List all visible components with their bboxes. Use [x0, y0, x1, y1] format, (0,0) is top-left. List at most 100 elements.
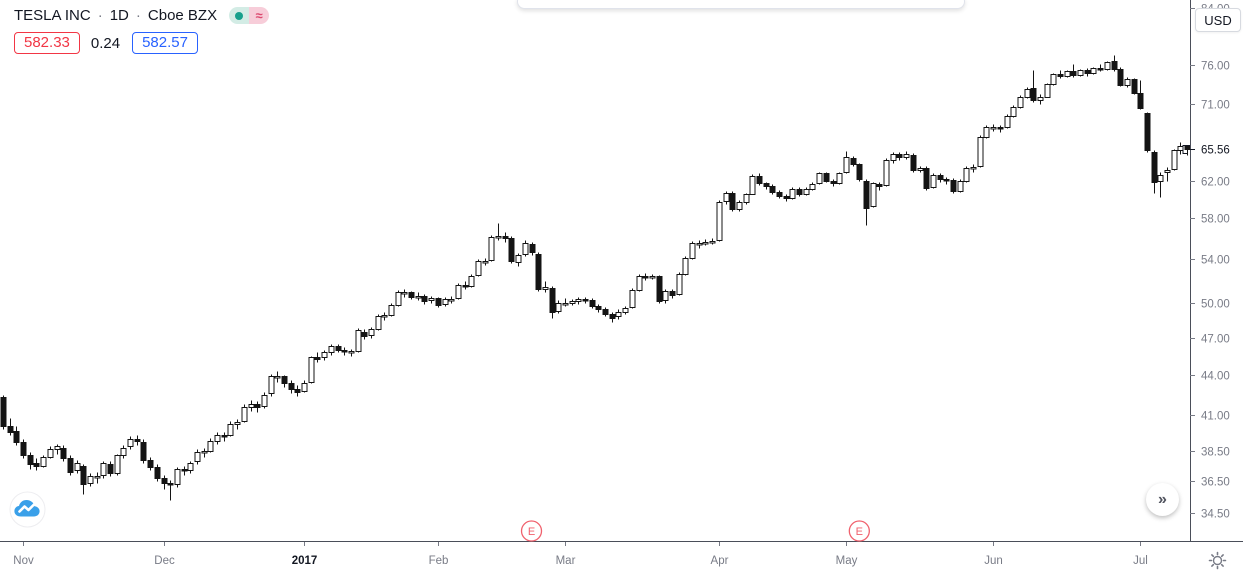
candle-body	[33, 463, 40, 467]
earnings-circle-icon[interactable]	[848, 520, 870, 542]
candle-body	[776, 192, 783, 197]
candle-body	[990, 127, 997, 130]
candle-body	[997, 127, 1004, 130]
candle-body	[796, 189, 803, 195]
candle-body	[502, 236, 509, 239]
last-price-label: 65.56	[1201, 145, 1230, 157]
candle-body	[1157, 175, 1164, 182]
candle-body	[181, 469, 188, 472]
candle-body	[1097, 68, 1104, 71]
price-tick-label: 58.00	[1201, 214, 1230, 226]
candle-body	[769, 186, 776, 193]
delayed-data-badge[interactable]: ≈	[249, 7, 270, 24]
symbol-title-row[interactable]: TESLA INC · 1D · Cboe BZX ≈	[14, 7, 270, 24]
candle-body	[174, 469, 181, 485]
candle-body	[830, 181, 837, 184]
interval-label[interactable]: 1D	[109, 7, 129, 24]
market-status-badge[interactable]	[229, 7, 250, 24]
candle-body	[54, 446, 61, 450]
candle-body	[615, 312, 622, 317]
tradingview-logo[interactable]	[9, 491, 46, 533]
last-price-pointer-icon	[1182, 145, 1190, 154]
earnings-circle-icon[interactable]	[520, 520, 543, 542]
candle-body	[555, 303, 562, 312]
candle-body	[74, 463, 81, 471]
bid-ask-row: 582.33 0.24 582.57	[14, 32, 269, 54]
candle-body	[783, 196, 790, 199]
time-tick-label: Mar	[556, 555, 576, 567]
candle-body	[341, 350, 348, 353]
bid-price-box[interactable]: 582.33	[14, 32, 80, 54]
candle-body	[401, 292, 408, 295]
candle-body	[729, 193, 736, 210]
candle-body	[1177, 146, 1184, 151]
candle-body	[870, 183, 877, 207]
candle-body	[381, 315, 388, 318]
candle-body	[482, 261, 489, 264]
time-tick-label: 2017	[292, 555, 318, 567]
candlestick-series	[0, 55, 1191, 501]
candle-body	[749, 176, 756, 195]
candle-body	[743, 194, 750, 203]
candle-body	[47, 449, 54, 458]
price-tick-label: 47.00	[1201, 334, 1230, 346]
candle-body	[1131, 79, 1138, 94]
candle-body	[1104, 62, 1111, 70]
axis-settings-button[interactable]	[1208, 551, 1227, 575]
symbol-name[interactable]: TESLA INC	[14, 7, 91, 24]
price-tick-label: 41.00	[1201, 411, 1230, 423]
candle-body	[723, 193, 730, 202]
candle-body	[676, 274, 683, 295]
candle-body	[515, 255, 522, 263]
exchange-label[interactable]: Cboe BZX	[147, 7, 218, 24]
candle-body	[67, 458, 74, 473]
candle-body	[636, 276, 643, 291]
candle-body	[970, 167, 977, 170]
candle-body	[542, 287, 549, 290]
time-tick-label: Apr	[711, 555, 729, 567]
candle-body	[569, 301, 576, 304]
scroll-to-latest-button[interactable]: »	[1146, 483, 1179, 516]
candle-body	[863, 181, 870, 209]
candle-body	[910, 155, 917, 171]
candle-body	[856, 164, 863, 180]
candle-body	[475, 261, 482, 276]
candle-body	[669, 291, 676, 296]
candle-body	[455, 285, 462, 299]
candle-body	[147, 460, 154, 468]
candle-body	[154, 467, 161, 479]
candle-body	[930, 175, 937, 188]
candle-body	[696, 243, 703, 246]
candle-body	[1184, 146, 1191, 150]
price-tick-label: 50.00	[1201, 299, 1230, 311]
candle-body	[488, 237, 495, 261]
candle-body	[1084, 70, 1091, 74]
candle-body	[709, 241, 716, 244]
candle-body	[1044, 84, 1051, 98]
currency-unit-button[interactable]: USD	[1195, 8, 1241, 32]
candle-body	[40, 457, 47, 467]
candle-body	[957, 181, 964, 192]
candle-body	[1144, 113, 1151, 151]
candle-body	[549, 288, 556, 313]
candle-body	[194, 452, 201, 462]
candle-body	[261, 395, 268, 407]
candle-body	[963, 168, 970, 182]
data-status-badges[interactable]: ≈	[229, 7, 270, 24]
spread-value: 0.24	[90, 34, 121, 52]
candle-body	[816, 173, 823, 184]
time-axis[interactable]: Nov Dec 2017 Feb Mar Apr May Jun Jul	[13, 542, 1148, 567]
price-tick-label: 71.00	[1201, 100, 1230, 112]
earnings-label: E	[528, 526, 535, 538]
candle-body	[161, 478, 168, 484]
candle-body	[1024, 89, 1031, 98]
ask-price-box[interactable]: 582.57	[132, 32, 198, 54]
candle-body	[288, 383, 295, 390]
candle-body	[214, 435, 221, 442]
zigzag-line-icon	[18, 502, 37, 513]
candle-body	[977, 137, 984, 167]
candle-body	[1017, 97, 1024, 108]
candle-body	[328, 346, 335, 353]
candle-body	[127, 439, 134, 447]
